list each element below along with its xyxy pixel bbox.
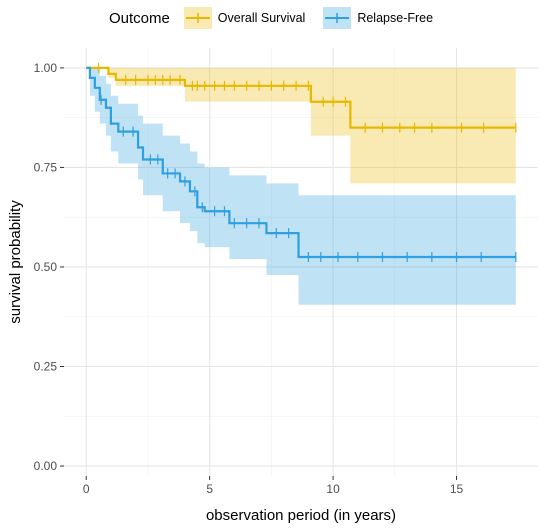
x-tick-label: 15 bbox=[450, 482, 464, 496]
ci-band-relapse-free bbox=[86, 67, 516, 305]
x-axis-label: observation period (in years) bbox=[206, 507, 396, 524]
x-tick-label: 10 bbox=[326, 482, 340, 496]
y-tick-label: 0.75 bbox=[34, 160, 58, 174]
legend: Outcome Overall Survival Relapse-Free bbox=[0, 4, 550, 32]
legend-key-relapse-free bbox=[323, 7, 352, 29]
legend-label-relapse-free: Relapse-Free bbox=[357, 11, 434, 25]
legend-item-relapse-free: Relapse-Free bbox=[323, 7, 433, 29]
legend-label-overall-survival: Overall Survival bbox=[217, 11, 306, 25]
y-tick-label: 0.00 bbox=[34, 459, 58, 473]
survival-curve-overall-survival bbox=[86, 66, 516, 129]
y-tick-label: 1.00 bbox=[34, 61, 58, 75]
y-axis-label: survival probability bbox=[7, 200, 24, 324]
x-tick-label: 0 bbox=[83, 482, 90, 496]
ci-band-overall-survival bbox=[86, 67, 516, 184]
y-tick-label: 0.50 bbox=[34, 260, 58, 274]
y-tick-label: 0.25 bbox=[34, 360, 58, 374]
x-tick-label: 5 bbox=[206, 482, 213, 496]
legend-key-overall-survival bbox=[183, 7, 212, 29]
survival-curve-relapse-free bbox=[86, 66, 516, 259]
legend-title: Outcome bbox=[108, 9, 170, 27]
legend-item-overall-survival: Overall Survival bbox=[183, 7, 306, 29]
